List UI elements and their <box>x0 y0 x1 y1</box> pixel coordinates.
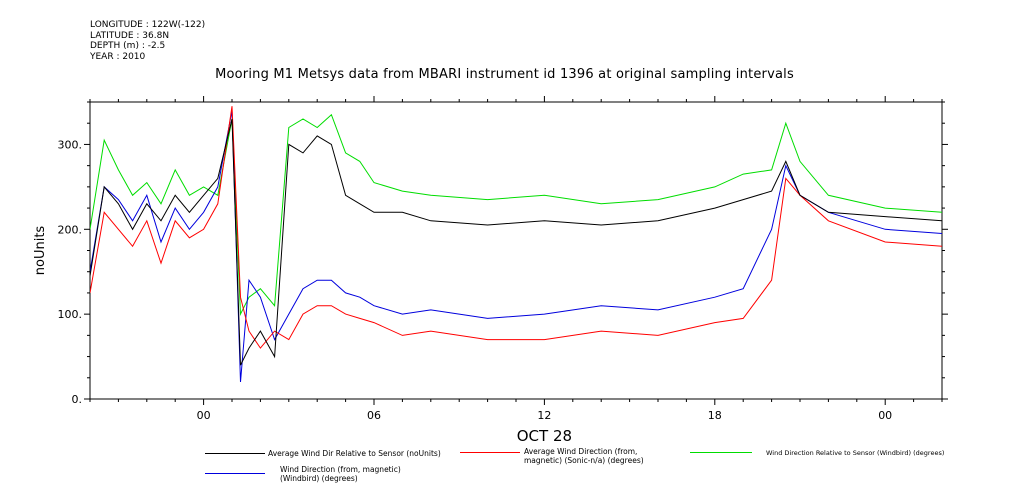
plot-frame <box>89 101 943 400</box>
legend-swatch-blue <box>205 473 265 474</box>
legend-swatch-red <box>460 452 520 453</box>
chart-title: Mooring M1 Metsys data from MBARI instru… <box>215 67 794 82</box>
x-tick-label: 18 <box>708 409 722 422</box>
y-tick-label: 0. <box>72 393 83 406</box>
y-tick-label: 200. <box>58 223 83 236</box>
y-axis-label: noUnits <box>33 226 48 276</box>
legend-swatch-black <box>205 453 265 454</box>
series-line-3 <box>90 110 942 383</box>
depth-text: DEPTH (m) : -2.5 <box>90 41 166 51</box>
series-line-2 <box>90 113 942 317</box>
year-text: YEAR : 2010 <box>90 51 146 62</box>
y-tick-label: 100. <box>58 308 83 321</box>
y-tick-label: 300. <box>58 138 83 151</box>
legend-label-blue: Wind Direction (from, magnetic) (Windbir… <box>280 465 401 483</box>
series-line-0 <box>90 118 942 366</box>
latitude-text: LATITUDE : 36.8N <box>90 30 170 41</box>
series-line-1 <box>90 106 942 349</box>
legend-swatch-green <box>690 452 752 453</box>
x-tick-label: 00 <box>878 409 892 422</box>
legend-label-green: Wind Direction Relative to Sensor (Windb… <box>766 449 945 457</box>
metadata-block: LONGITUDE : 122W(-122) LATITUDE : 36.8N … <box>90 20 205 62</box>
x-tick-label: 00 <box>197 409 211 422</box>
x-tick-label: 06 <box>367 409 381 422</box>
day-label: OCT 28 <box>517 427 572 445</box>
legend-label-black: Average Wind Dir Relative to Sensor (noU… <box>268 449 441 458</box>
longitude-text: LONGITUDE : 122W(-122) <box>90 20 206 30</box>
legend-label-red: Average Wind Direction (from, magnetic) … <box>524 447 644 465</box>
x-tick-label: 12 <box>537 409 551 422</box>
